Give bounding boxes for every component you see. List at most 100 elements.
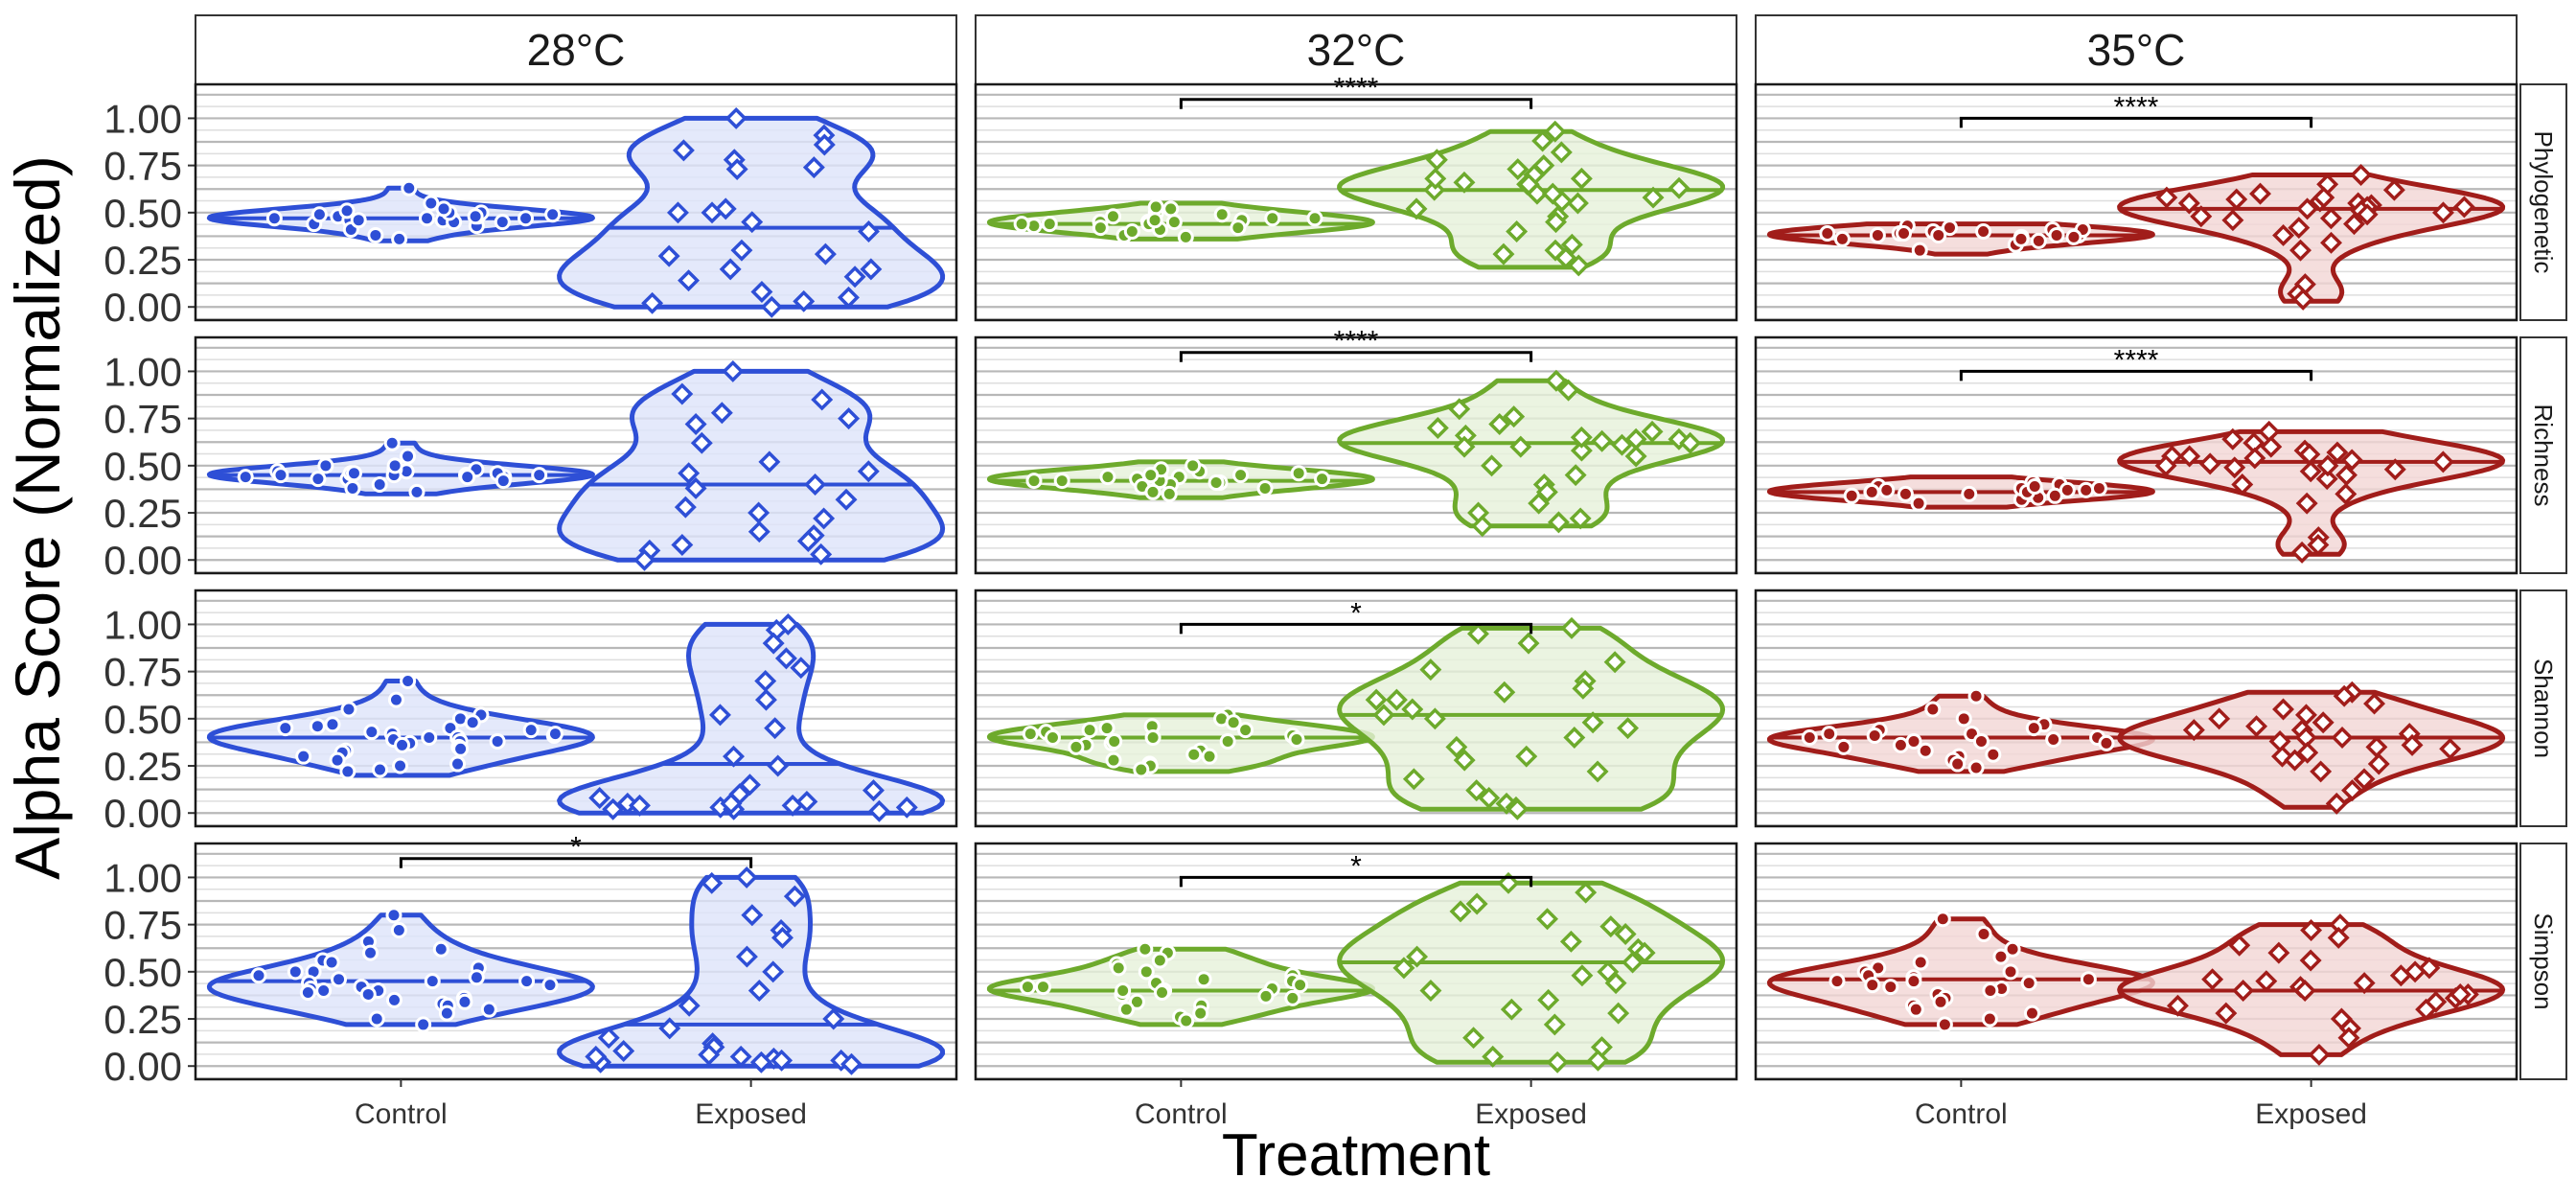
column-strip-1 bbox=[975, 14, 1737, 85]
significance-bracket bbox=[1179, 622, 1533, 635]
data-point-control bbox=[299, 983, 316, 1001]
column-strip-label-0: 28°C bbox=[527, 25, 626, 75]
panel-border bbox=[1754, 842, 2518, 1081]
data-point-control bbox=[1821, 726, 1838, 743]
data-point-control bbox=[371, 476, 388, 494]
data-point-control bbox=[489, 732, 506, 750]
data-point-control bbox=[1843, 487, 1860, 504]
data-point-exposed bbox=[1599, 915, 1622, 938]
data-point-control bbox=[2030, 232, 2047, 249]
data-point-exposed bbox=[2312, 186, 2335, 209]
data-point-exposed bbox=[678, 269, 701, 292]
data-point-control bbox=[265, 210, 283, 227]
data-point-control bbox=[1104, 208, 1121, 225]
data-point-exposed bbox=[2363, 692, 2386, 715]
data-point-control bbox=[387, 691, 404, 708]
y-tick-label: 0.50 bbox=[104, 444, 182, 489]
data-point-control bbox=[435, 200, 452, 218]
data-point-exposed bbox=[714, 197, 737, 220]
data-point-exposed bbox=[1503, 405, 1526, 428]
data-point-control bbox=[2020, 975, 2037, 992]
data-point-control bbox=[1835, 738, 1852, 755]
data-point-control bbox=[350, 212, 367, 229]
data-point-control bbox=[309, 718, 326, 735]
data-point-control bbox=[2078, 481, 2095, 498]
data-point-control bbox=[1201, 748, 1218, 765]
data-point-control bbox=[1213, 206, 1230, 223]
data-point-control bbox=[1105, 751, 1122, 769]
data-point-exposed bbox=[781, 794, 804, 817]
data-point-exposed bbox=[588, 787, 611, 809]
data-point-exposed bbox=[2182, 719, 2205, 742]
significance-bracket bbox=[1179, 98, 1533, 109]
data-point-exposed bbox=[2341, 779, 2364, 802]
data-point-control bbox=[544, 206, 562, 223]
data-point-exposed bbox=[1563, 727, 1586, 749]
data-point-exposed bbox=[2296, 197, 2319, 220]
data-point-exposed bbox=[628, 794, 651, 817]
data-point-control bbox=[2023, 1005, 2040, 1022]
data-point-exposed bbox=[678, 462, 701, 485]
data-point-control bbox=[1306, 210, 1323, 227]
data-point-control bbox=[1992, 948, 2010, 965]
data-point-exposed bbox=[774, 647, 797, 670]
data-point-control bbox=[456, 993, 473, 1010]
data-point-control bbox=[1905, 973, 1922, 990]
data-point-control bbox=[1981, 1010, 1998, 1028]
data-point-exposed bbox=[1633, 941, 1656, 964]
data-point-exposed bbox=[2243, 447, 2266, 470]
data-point-control bbox=[1053, 473, 1070, 490]
data-point-exposed bbox=[2154, 454, 2177, 477]
data-point-control bbox=[1911, 242, 1928, 259]
data-point-exposed bbox=[2255, 970, 2278, 993]
data-point-exposed bbox=[1581, 711, 1604, 734]
x-tick-label: Control bbox=[1135, 1098, 1228, 1130]
data-point-exposed bbox=[2295, 492, 2318, 515]
data-point-exposed bbox=[633, 548, 656, 571]
data-point-exposed bbox=[723, 745, 745, 768]
data-point-control bbox=[1110, 959, 1127, 977]
data-point-exposed bbox=[754, 688, 777, 711]
data-point-control bbox=[339, 763, 356, 780]
violin-exposed bbox=[2117, 173, 2506, 304]
data-point-control bbox=[1154, 983, 1171, 1001]
data-point-control bbox=[541, 977, 559, 994]
data-point-control bbox=[468, 969, 485, 986]
data-point-control bbox=[392, 757, 409, 774]
data-point-control bbox=[1144, 483, 1162, 500]
data-point-exposed bbox=[1426, 416, 1449, 439]
data-point-exposed bbox=[1607, 1002, 1630, 1025]
data-point-exposed bbox=[1465, 779, 1488, 802]
data-point-exposed bbox=[1586, 1049, 1609, 1072]
data-point-exposed bbox=[814, 243, 837, 266]
data-point-control bbox=[522, 722, 540, 739]
data-point-exposed bbox=[2249, 182, 2271, 205]
data-point-exposed bbox=[1597, 960, 1620, 983]
y-tick-label: 1.00 bbox=[104, 602, 182, 647]
data-point-exposed bbox=[1624, 427, 1647, 450]
panel-border bbox=[194, 589, 958, 828]
data-point-exposed bbox=[730, 239, 753, 262]
data-point-control bbox=[1967, 687, 1985, 704]
x-tick-label: Exposed bbox=[2255, 1098, 2367, 1130]
data-point-control bbox=[1144, 729, 1162, 747]
data-point-control bbox=[1982, 982, 1999, 1000]
data-point-exposed bbox=[1567, 254, 1590, 277]
data-point-exposed bbox=[2215, 1002, 2238, 1025]
data-point-exposed bbox=[1423, 178, 1446, 201]
data-point-exposed bbox=[1488, 413, 1511, 436]
data-point-control bbox=[1123, 223, 1140, 241]
x-tick-label: Exposed bbox=[1475, 1098, 1587, 1130]
data-point-exposed bbox=[2284, 749, 2307, 772]
data-point-exposed bbox=[2267, 941, 2290, 964]
data-point-exposed bbox=[2296, 741, 2319, 764]
data-point-exposed bbox=[2350, 163, 2373, 186]
x-tick-label: Control bbox=[1915, 1098, 2008, 1130]
data-point-exposed bbox=[895, 796, 918, 819]
data-point-exposed bbox=[1419, 658, 1442, 681]
data-point-control bbox=[2012, 230, 2030, 247]
data-point-exposed bbox=[750, 281, 773, 303]
data-point-control bbox=[1081, 722, 1098, 739]
panel-border bbox=[974, 335, 1738, 575]
data-point-exposed bbox=[2320, 231, 2342, 254]
